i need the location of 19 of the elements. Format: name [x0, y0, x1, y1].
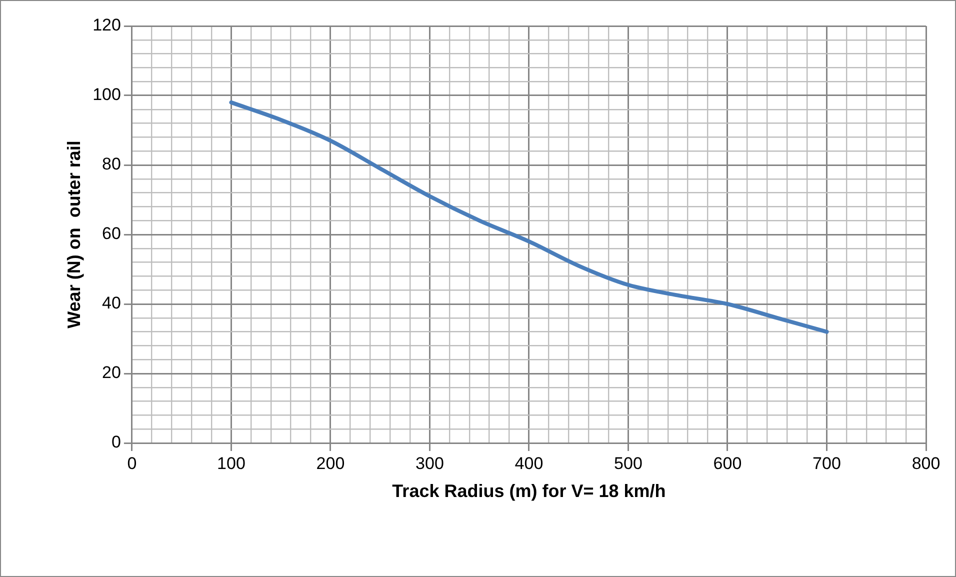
x-tick-label: 200	[316, 454, 345, 473]
x-tick-label: 0	[127, 454, 137, 473]
y-axis-title: Wear (N) on outer rail	[64, 140, 84, 328]
x-tick-label: 800	[912, 454, 940, 473]
x-tick-label: 100	[217, 454, 246, 473]
y-tick-label: 100	[92, 85, 121, 104]
y-tick-label: 80	[102, 154, 121, 174]
x-axis-title: Track Radius (m) for V= 18 km/h	[392, 481, 666, 502]
y-tick-label: 40	[102, 294, 121, 313]
x-tick-label: 400	[514, 454, 544, 473]
x-tick-label: 700	[812, 454, 841, 473]
y-tick-label: 60	[102, 224, 121, 244]
x-tick-label: 300	[416, 454, 444, 473]
line-series	[229, 100, 829, 334]
y-tick-label: 120	[92, 16, 121, 35]
x-tick-label: 600	[713, 454, 742, 473]
y-tick-label: 20	[102, 363, 121, 382]
y-tick-label: 0	[111, 432, 121, 452]
x-tick-label: 500	[614, 454, 642, 473]
